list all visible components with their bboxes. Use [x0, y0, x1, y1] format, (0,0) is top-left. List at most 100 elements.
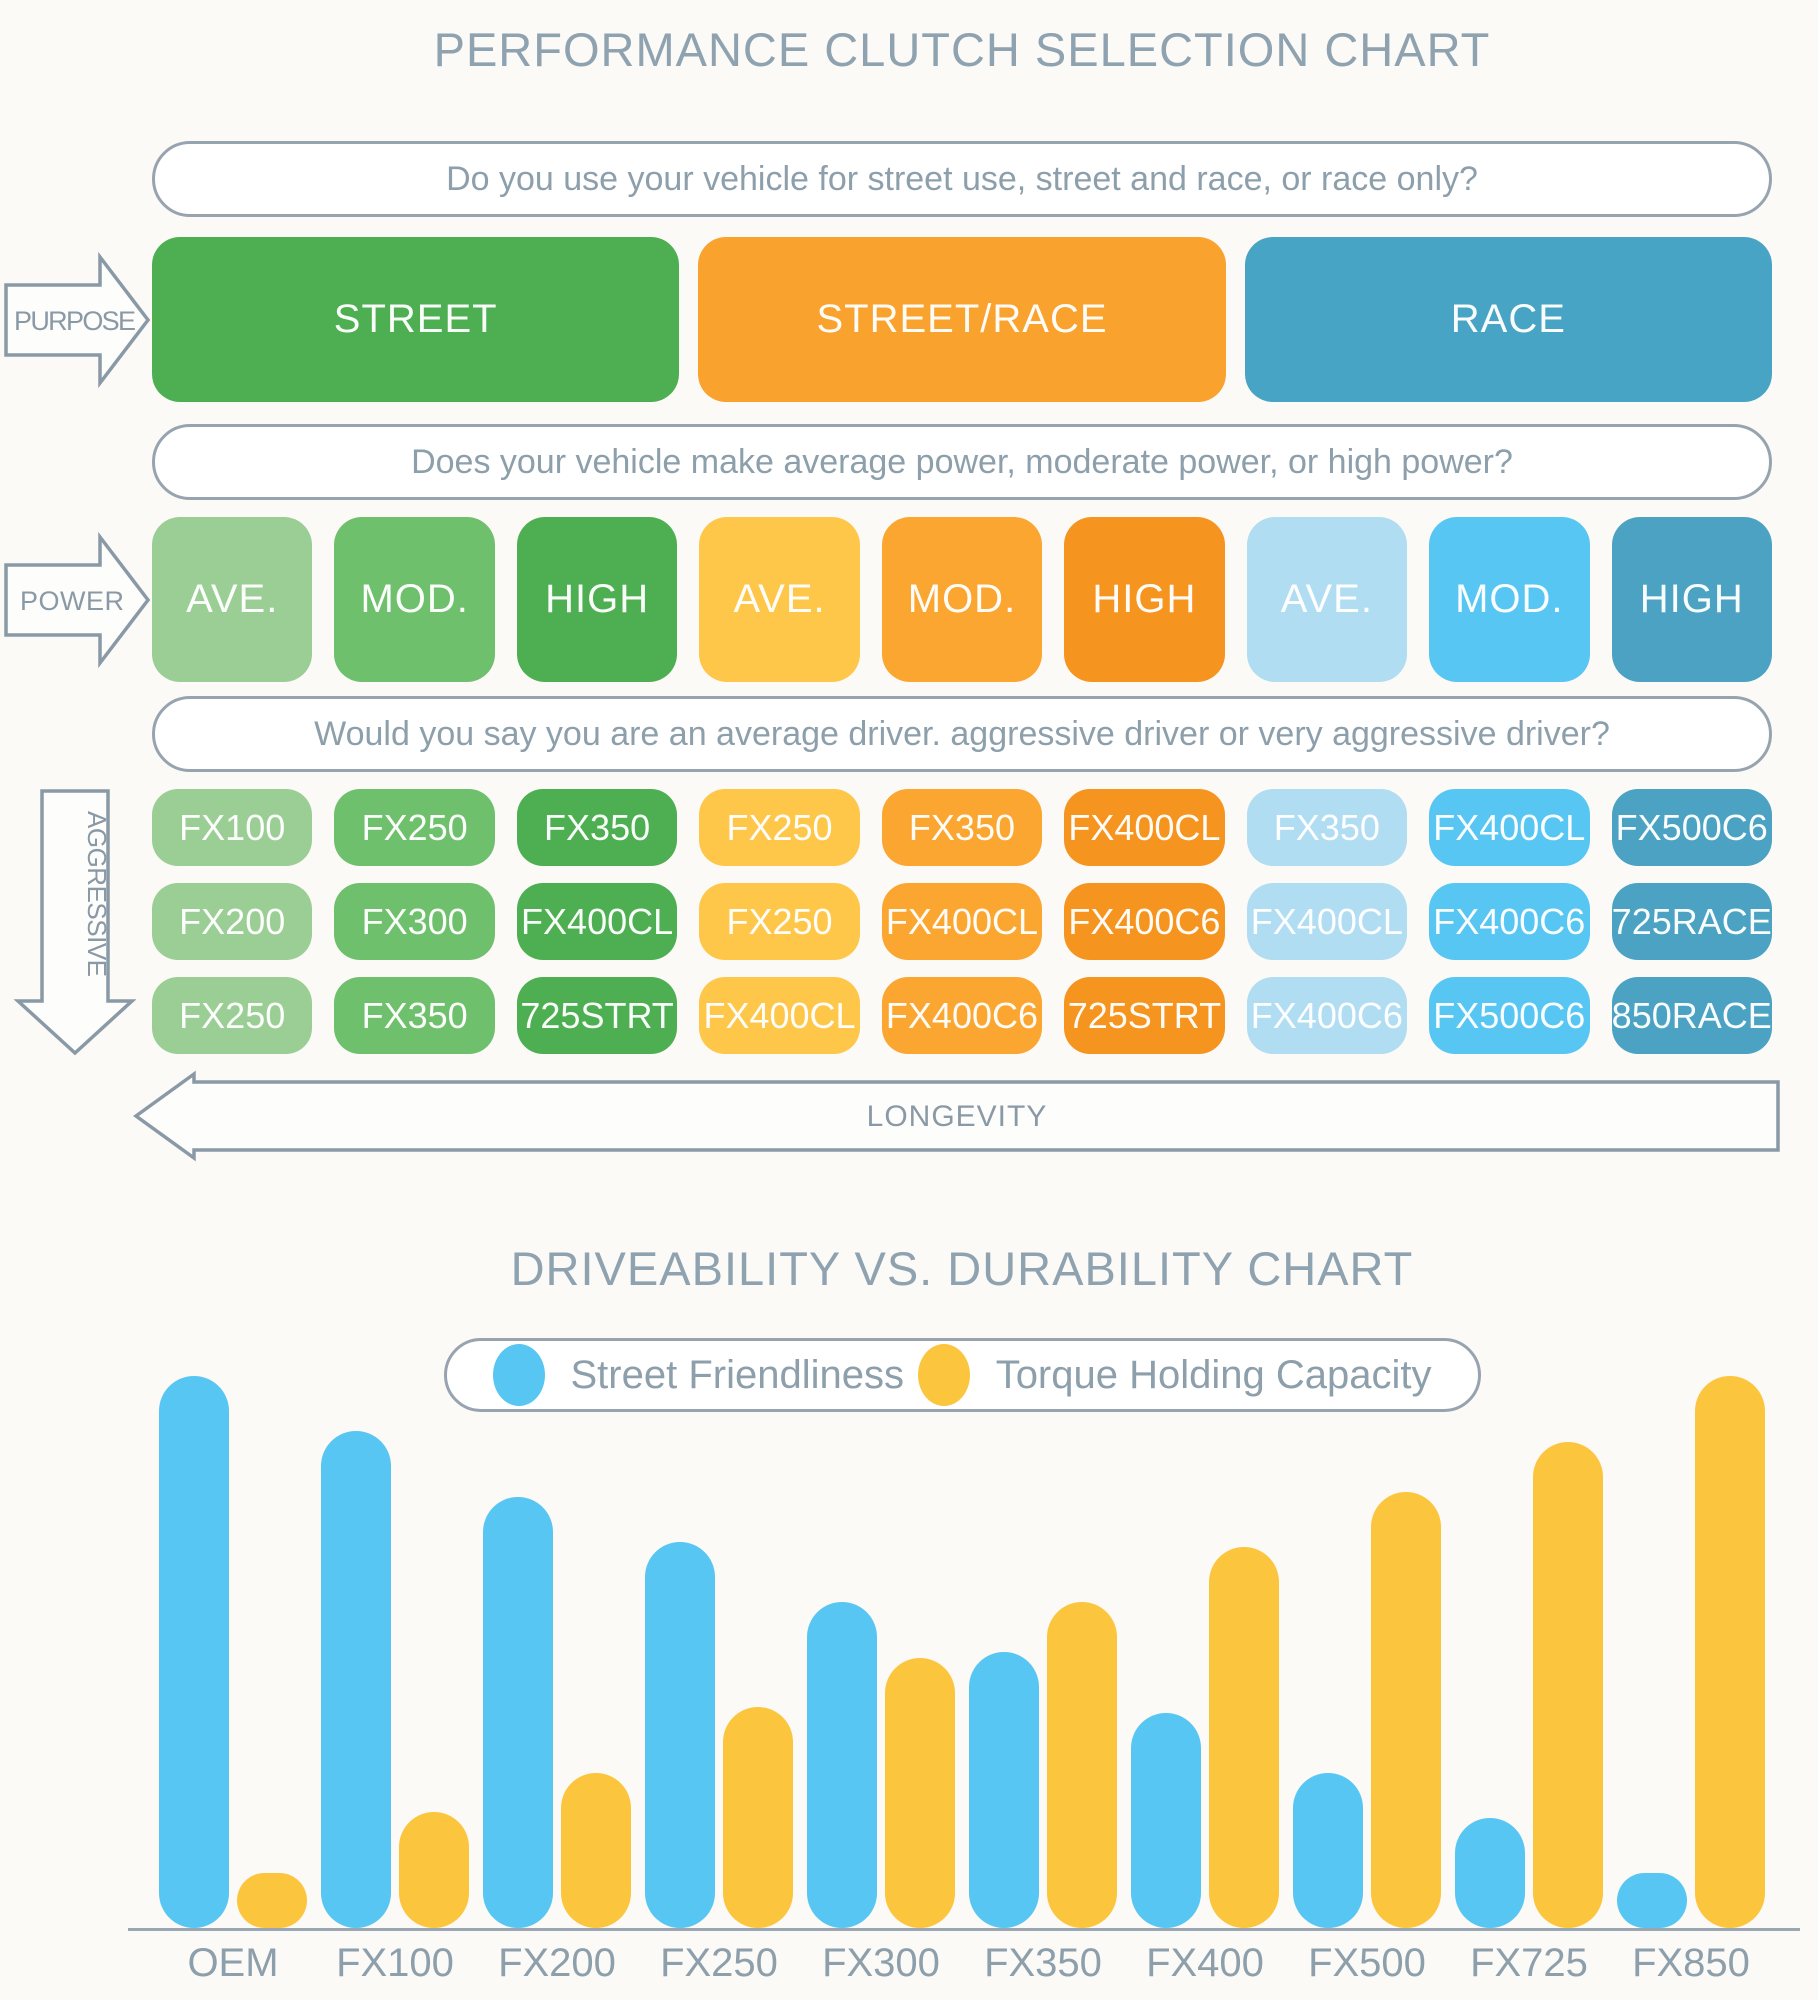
purpose-option-street-race: STREET/RACE: [698, 237, 1226, 402]
bar: [1293, 1773, 1363, 1928]
purpose-row: PURPOSE STREET STREET/RACE RACE: [4, 237, 1772, 402]
x-tick-label: OEM: [187, 1941, 279, 1985]
clutch-cell: FX400C6: [1246, 977, 1408, 1054]
aggressive-arrow-icon: AGGRESSIVE: [13, 789, 136, 1056]
power-option-high-race: HIGH: [1611, 517, 1772, 682]
grid-row-3: FX250 FX350 725STRT FX400CL FX400C6 725S…: [152, 977, 1772, 1054]
question-power: Does your vehicle make average power, mo…: [152, 424, 1772, 500]
bar-group-FX500: [1286, 1376, 1448, 1928]
bar: [561, 1773, 631, 1928]
clutch-cell: FX400CL: [1429, 789, 1590, 866]
legend-item-torque-holding: Torque Holding Capacity: [917, 1344, 1432, 1406]
bar: [1455, 1817, 1525, 1928]
x-tick-label: FX350: [984, 1941, 1102, 1985]
clutch-cell: FX350: [1246, 789, 1408, 866]
clutch-cell: FX400CL: [699, 977, 860, 1054]
bar-plot: [152, 1376, 1772, 1928]
bar: [1209, 1547, 1279, 1928]
yellow-dot-icon: [917, 1344, 970, 1406]
bar: [645, 1541, 715, 1928]
bar: [723, 1707, 793, 1928]
bar: [1695, 1376, 1765, 1928]
grid-row-2: FX200 FX300 FX400CL FX250 FX400CL FX400C…: [152, 883, 1772, 960]
purpose-option-street: STREET: [152, 237, 680, 402]
chart-title: DRIVEABILITY VS. DURABILITY CHART: [510, 1242, 1414, 1295]
x-tick-label: FX500: [1308, 1941, 1426, 1985]
clutch-cell: FX500C6: [1429, 977, 1590, 1054]
clutch-cell: FX250: [334, 789, 495, 866]
bar: [1533, 1442, 1603, 1928]
clutch-cell: FX300: [334, 883, 495, 960]
legend-label: Torque Holding Capacity: [995, 1352, 1432, 1397]
aggressive-arrow-label: AGGRESSIVE: [82, 811, 112, 979]
clutch-cell: FX250: [699, 883, 860, 960]
bar: [885, 1657, 955, 1928]
clutch-cell: FX250: [699, 789, 860, 866]
power-option-mod-race: MOD.: [1429, 517, 1590, 682]
product-grid: AGGRESSIVE FX100 FX250 FX350 FX250 FX350…: [13, 789, 1772, 1056]
clutch-cell: FX500C6: [1611, 789, 1772, 866]
chart-legend: Street Friendliness Torque Holding Capac…: [443, 1338, 1481, 1412]
longevity-arrow-label: LONGEVITY: [867, 1100, 1048, 1133]
x-tick-label: FX200: [498, 1941, 616, 1985]
clutch-cell: 725RACE: [1611, 883, 1772, 960]
bar-group-OEM: [152, 1376, 314, 1928]
x-tick-label: FX100: [336, 1941, 454, 1985]
bar-group-FX100: [314, 1376, 476, 1928]
power-option-mod-street: MOD.: [334, 517, 495, 682]
bar: [807, 1602, 877, 1928]
bar: [159, 1376, 229, 1928]
page-title: PERFORMANCE CLUTCH SELECTION CHART: [433, 23, 1491, 76]
bar: [1371, 1491, 1441, 1928]
purpose-arrow-icon: PURPOSE: [4, 251, 151, 389]
clutch-cell: 850RACE: [1611, 977, 1772, 1054]
clutch-cell: FX350: [334, 977, 495, 1054]
clutch-cell: FX400C6: [1429, 883, 1590, 960]
bar: [1617, 1872, 1687, 1928]
power-option-high-streetrace: HIGH: [1064, 517, 1225, 682]
bar: [237, 1872, 307, 1928]
x-tick-label: FX300: [822, 1941, 940, 1985]
clutch-cell: FX400CL: [516, 883, 678, 960]
clutch-cell: FX200: [152, 883, 313, 960]
power-arrow-icon: POWER: [4, 531, 151, 669]
clutch-cell: 725STRT: [516, 977, 678, 1054]
bar: [399, 1812, 469, 1928]
longevity-arrow-icon: LONGEVITY: [133, 1070, 1780, 1162]
bar-group-FX200: [476, 1376, 638, 1928]
power-arrow-label: POWER: [20, 586, 124, 616]
bar-group-FX850: [1610, 1376, 1772, 1928]
power-option-mod-streetrace: MOD.: [881, 517, 1043, 682]
bar-group-FX725: [1448, 1376, 1610, 1928]
bar-group-FX350: [962, 1376, 1124, 1928]
legend-item-street-friendliness: Street Friendliness: [492, 1344, 904, 1406]
clutch-cell: 725STRT: [1064, 977, 1225, 1054]
power-option-ave-race: AVE.: [1246, 517, 1408, 682]
question-driver: Would you say you are an average driver.…: [152, 696, 1772, 772]
purpose-arrow-label: PURPOSE: [14, 306, 136, 336]
x-tick-label: FX400: [1146, 1941, 1264, 1985]
bar: [1047, 1602, 1117, 1928]
x-axis-labels: OEM FX100 FX200 FX250 FX300 FX350 FX400 FX500 FX…: [152, 1941, 1772, 1986]
question-purpose: Do you use your vehicle for street use, …: [152, 141, 1772, 217]
clutch-cell: FX400CL: [881, 883, 1043, 960]
clutch-cell: FX400C6: [881, 977, 1043, 1054]
bar: [1131, 1712, 1201, 1928]
power-option-ave-streetrace: AVE.: [699, 517, 860, 682]
clutch-cell: FX100: [152, 789, 313, 866]
power-option-high-street: HIGH: [516, 517, 678, 682]
clutch-cell: FX350: [881, 789, 1043, 866]
clutch-cell: FX250: [152, 977, 313, 1054]
purpose-option-race: RACE: [1244, 237, 1772, 402]
infographic: PERFORMANCE CLUTCH SELECTION CHART Do yo…: [4, 0, 1800, 1986]
bar: [969, 1652, 1039, 1928]
clutch-cell: FX350: [516, 789, 678, 866]
legend-label: Street Friendliness: [570, 1352, 904, 1397]
x-axis: [128, 1928, 1800, 1931]
x-tick-label: FX850: [1632, 1941, 1750, 1985]
bar-group-FX400: [1124, 1376, 1286, 1928]
blue-dot-icon: [492, 1344, 545, 1406]
x-tick-label: FX250: [660, 1941, 778, 1985]
power-row: POWER AVE. MOD. HIGH AVE. MOD. HIGH AVE.…: [4, 517, 1772, 682]
bar: [321, 1431, 391, 1928]
